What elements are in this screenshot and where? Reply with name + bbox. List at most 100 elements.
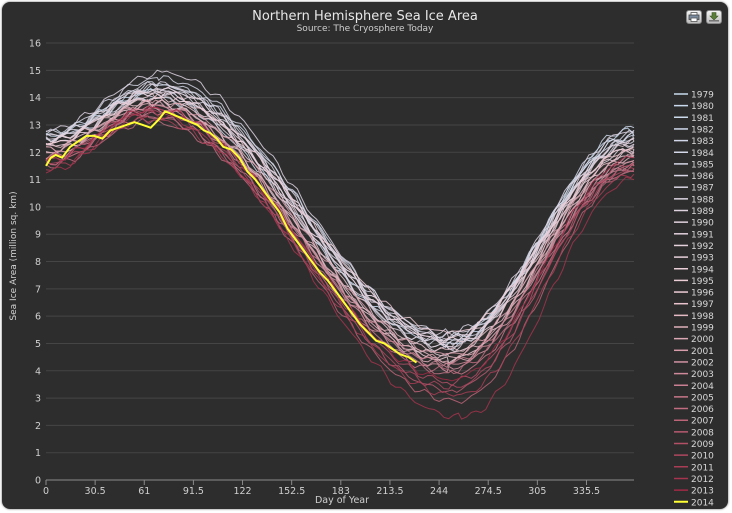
series-line-2004[interactable] xyxy=(45,109,635,367)
y-tick-label: 6 xyxy=(35,312,41,323)
series-line-1992[interactable] xyxy=(46,87,635,342)
legend-item-2011[interactable]: 2011 xyxy=(674,463,714,473)
legend-label: 1988 xyxy=(691,195,714,205)
print-button[interactable] xyxy=(686,10,702,24)
y-tick-label: 15 xyxy=(29,66,41,77)
legend-item-1990[interactable]: 1990 xyxy=(674,219,714,229)
legend-label: 1986 xyxy=(691,172,714,182)
legend-item-2010[interactable]: 2010 xyxy=(674,452,714,462)
x-tick-label: 30.5 xyxy=(85,486,106,497)
y-tick-label: 12 xyxy=(29,148,41,159)
legend-label: 1989 xyxy=(691,207,714,217)
legend-label: 1987 xyxy=(691,184,714,194)
printer-icon xyxy=(688,12,700,22)
legend-item-1995[interactable]: 1995 xyxy=(674,277,714,287)
x-tick-label: 152.5 xyxy=(278,486,305,497)
legend-item-1998[interactable]: 1998 xyxy=(674,312,714,322)
legend-item-1989[interactable]: 1989 xyxy=(674,207,714,217)
chart-title: Northern Hemisphere Sea Ice Area xyxy=(252,9,478,24)
legend-label: 1980 xyxy=(691,102,714,112)
legend-item-1982[interactable]: 1982 xyxy=(674,125,714,135)
legend-item-1991[interactable]: 1991 xyxy=(674,230,714,240)
legend-label: 2007 xyxy=(691,417,714,427)
x-tick-label: 305 xyxy=(528,486,546,497)
series-line-1981[interactable] xyxy=(45,96,635,350)
legend-label: 2003 xyxy=(691,370,714,380)
legend-label: 1996 xyxy=(691,289,714,299)
legend-item-1996[interactable]: 1996 xyxy=(674,289,714,299)
series-line-2012[interactable] xyxy=(45,110,635,420)
legend-label: 1992 xyxy=(691,242,714,252)
series-line-2011[interactable] xyxy=(45,116,635,397)
legend-item-1979[interactable]: 1979 xyxy=(674,91,714,101)
legend-item-2014[interactable]: 2014 xyxy=(674,498,714,508)
legend-label: 1999 xyxy=(691,324,714,334)
x-tick-label: 61 xyxy=(138,486,150,497)
series-line-2014[interactable] xyxy=(45,110,418,364)
series-line-1988[interactable] xyxy=(45,69,635,339)
x-tick-label: 183 xyxy=(332,486,350,497)
legend-item-2002[interactable]: 2002 xyxy=(674,358,714,368)
y-tick-label: 9 xyxy=(35,230,41,241)
series-line-1979[interactable] xyxy=(45,87,635,349)
legend-label: 1993 xyxy=(691,254,714,264)
series-line-1991[interactable] xyxy=(45,96,635,348)
series-line-1995[interactable] xyxy=(45,99,635,364)
legend-item-2007[interactable]: 2007 xyxy=(674,417,714,427)
legend-item-2012[interactable]: 2012 xyxy=(674,475,714,485)
y-tick-label: 14 xyxy=(29,93,41,104)
series-line-1987[interactable] xyxy=(45,81,635,337)
legend-label: 1997 xyxy=(691,300,714,310)
series-line-2013[interactable] xyxy=(45,106,635,382)
x-tick-label: 91.5 xyxy=(183,486,204,497)
legend-label: 2000 xyxy=(691,335,714,345)
legend-item-2001[interactable]: 2001 xyxy=(674,347,714,357)
legend-item-2004[interactable]: 2004 xyxy=(674,382,714,392)
legend-label: 2013 xyxy=(691,487,714,497)
series-line-2006[interactable] xyxy=(45,117,635,375)
legend-item-1988[interactable]: 1988 xyxy=(674,195,714,205)
legend-item-1994[interactable]: 1994 xyxy=(674,265,714,275)
legend-label: 2011 xyxy=(691,463,714,473)
legend-label: 2008 xyxy=(691,428,714,438)
series-line-2007[interactable] xyxy=(45,115,635,404)
legend-item-2000[interactable]: 2000 xyxy=(674,335,714,345)
legend-item-2009[interactable]: 2009 xyxy=(674,440,714,450)
legend-label: 2009 xyxy=(691,440,714,450)
series-line-1994[interactable] xyxy=(45,92,635,344)
legend-item-1981[interactable]: 1981 xyxy=(674,114,714,124)
series-line-2001[interactable] xyxy=(45,99,635,355)
y-tick-label: 13 xyxy=(29,120,41,131)
series-line-1990[interactable] xyxy=(45,90,635,353)
y-tick-label: 3 xyxy=(35,394,41,405)
legend-item-1987[interactable]: 1987 xyxy=(674,184,714,194)
x-tick-label: 274.5 xyxy=(475,486,502,497)
legend-item-1993[interactable]: 1993 xyxy=(674,254,714,264)
legend-item-2013[interactable]: 2013 xyxy=(674,487,714,497)
legend-label: 1981 xyxy=(691,114,714,124)
export-button[interactable] xyxy=(706,10,722,24)
series-line-2005[interactable] xyxy=(45,115,635,375)
legend-item-2005[interactable]: 2005 xyxy=(674,393,714,403)
legend-label: 1983 xyxy=(691,137,714,147)
legend-item-1980[interactable]: 1980 xyxy=(674,102,714,112)
legend-item-2003[interactable]: 2003 xyxy=(674,370,714,380)
legend-item-1999[interactable]: 1999 xyxy=(674,324,714,334)
chart-subtitle: Source: The Cryosphere Today xyxy=(296,24,434,34)
legend-item-1983[interactable]: 1983 xyxy=(674,137,714,147)
series-group xyxy=(45,69,635,420)
legend-item-1992[interactable]: 1992 xyxy=(674,242,714,252)
legend-label: 2014 xyxy=(691,498,714,508)
series-line-2010[interactable] xyxy=(45,108,635,390)
legend-item-1986[interactable]: 1986 xyxy=(674,172,714,182)
legend-item-1997[interactable]: 1997 xyxy=(674,300,714,310)
legend-item-1984[interactable]: 1984 xyxy=(674,149,714,159)
legend-item-2008[interactable]: 2008 xyxy=(674,428,714,438)
legend-item-1985[interactable]: 1985 xyxy=(674,160,714,170)
series-line-2003[interactable] xyxy=(45,103,635,369)
legend-item-2006[interactable]: 2006 xyxy=(674,405,714,415)
y-tick-label: 2 xyxy=(35,421,41,432)
